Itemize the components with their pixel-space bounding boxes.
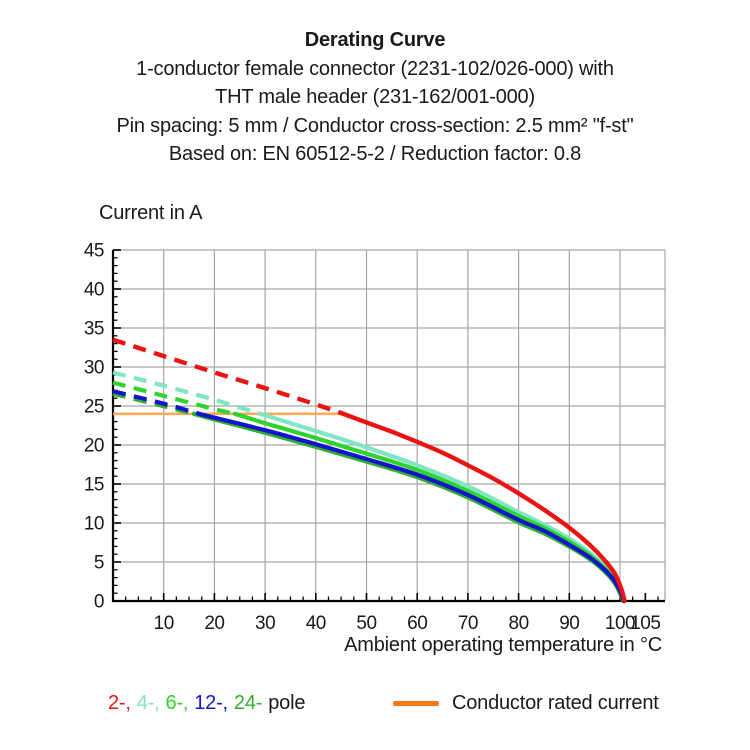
svg-text:105: 105 (630, 613, 660, 634)
chart-subtitle-spacing: Pin spacing: 5 mm / Conductor cross-sect… (116, 114, 634, 137)
chart-subtitle-header: THT male header (231-162/001-000) (215, 86, 535, 108)
svg-text:80: 80 (509, 613, 529, 634)
svg-text:20: 20 (204, 613, 224, 634)
legend-pole-token: 24- (233, 692, 263, 714)
chart-subtitle-connector: 1-conductor female connector (2231-102/0… (136, 57, 614, 80)
svg-text:40: 40 (84, 280, 104, 301)
y-axis-title: Current in A (99, 202, 203, 224)
svg-text:100: 100 (605, 613, 635, 634)
legend-pole-token: 6-, (165, 692, 189, 714)
svg-text:90: 90 (559, 613, 579, 634)
x-axis-title: Ambient operating temperature in °C (344, 634, 662, 656)
svg-text:45: 45 (84, 241, 104, 262)
legend-rated-current: Conductor rated current (393, 692, 659, 715)
chart-subtitle-standard: Based on: EN 60512-5-2 / Reduction facto… (168, 143, 582, 165)
svg-text:20: 20 (84, 436, 104, 457)
legend-pole-token: 12-, (194, 692, 228, 714)
legend-poles: 2-, 4-, 6-, 12-, 24- pole (108, 692, 305, 715)
svg-text:50: 50 (356, 613, 376, 634)
svg-text:25: 25 (84, 397, 104, 418)
svg-text:70: 70 (458, 613, 478, 634)
chart-title: Derating Curve (304, 29, 446, 51)
svg-text:40: 40 (306, 613, 326, 634)
legend-pole-token: 4-, (136, 692, 160, 714)
svg-text:0: 0 (94, 592, 104, 613)
chart-header: Derating Curve 1-conductor female connec… (0, 26, 750, 169)
svg-text:35: 35 (84, 319, 104, 340)
svg-text:30: 30 (84, 358, 104, 379)
svg-text:10: 10 (84, 514, 104, 535)
svg-text:5: 5 (94, 553, 104, 574)
legend: 2-, 4-, 6-, 12-, 24- pole Conductor rated cur… (0, 692, 750, 722)
svg-text:60: 60 (407, 613, 427, 634)
svg-text:30: 30 (255, 613, 275, 634)
rated-current-line-swatch (393, 701, 439, 706)
svg-text:10: 10 (154, 613, 174, 634)
legend-pole-token: 2-, (108, 692, 131, 714)
svg-text:15: 15 (84, 475, 104, 496)
rated-current-label: Conductor rated current (452, 692, 659, 714)
legend-pole-suffix: pole (268, 692, 306, 714)
